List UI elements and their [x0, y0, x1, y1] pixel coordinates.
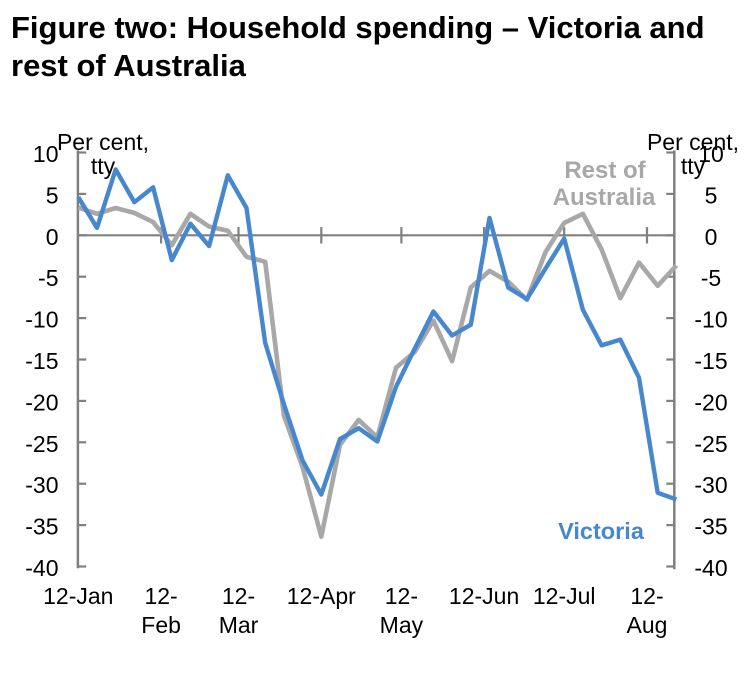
svg-text:12-: 12-: [144, 583, 177, 609]
svg-text:10: 10: [33, 141, 59, 167]
svg-text:tty: tty: [91, 153, 116, 179]
svg-text:-30: -30: [25, 472, 58, 498]
svg-text:0: 0: [46, 224, 59, 250]
svg-text:-35: -35: [25, 514, 58, 540]
svg-text:-25: -25: [25, 431, 58, 457]
svg-text:Aug: Aug: [627, 612, 668, 638]
svg-text:-35: -35: [694, 514, 727, 540]
svg-text:-10: -10: [694, 307, 727, 333]
svg-text:Per cent,: Per cent,: [647, 129, 739, 155]
svg-text:12-Jun: 12-Jun: [449, 583, 519, 609]
svg-text:10: 10: [698, 141, 724, 167]
svg-text:-5: -5: [701, 265, 721, 291]
svg-text:-20: -20: [25, 389, 58, 415]
svg-text:5: 5: [46, 182, 59, 208]
svg-text:-30: -30: [694, 472, 727, 498]
svg-text:-40: -40: [25, 555, 58, 581]
svg-text:0: 0: [705, 224, 718, 250]
svg-text:12-Jan: 12-Jan: [43, 583, 113, 609]
svg-text:-40: -40: [694, 555, 727, 581]
svg-text:-25: -25: [694, 431, 727, 457]
svg-text:-10: -10: [25, 307, 58, 333]
svg-text:-15: -15: [694, 348, 727, 374]
svg-text:-5: -5: [38, 265, 58, 291]
svg-text:12-Apr: 12-Apr: [287, 583, 356, 609]
svg-text:Rest of: Rest of: [564, 157, 646, 184]
svg-text:5: 5: [705, 182, 718, 208]
svg-text:tty: tty: [681, 153, 706, 179]
svg-text:Victoria: Victoria: [558, 518, 645, 544]
svg-text:May: May: [380, 612, 424, 638]
svg-text:Feb: Feb: [141, 612, 181, 638]
svg-text:Australia: Australia: [553, 184, 656, 211]
svg-text:-20: -20: [694, 389, 727, 415]
svg-text:-15: -15: [25, 348, 58, 374]
svg-text:12-: 12-: [385, 583, 418, 609]
svg-text:12-: 12-: [222, 583, 255, 609]
svg-text:Per cent,: Per cent,: [57, 129, 149, 155]
svg-text:12-Jul: 12-Jul: [533, 583, 596, 609]
svg-text:Mar: Mar: [219, 612, 259, 638]
svg-text:12-: 12-: [630, 583, 663, 609]
